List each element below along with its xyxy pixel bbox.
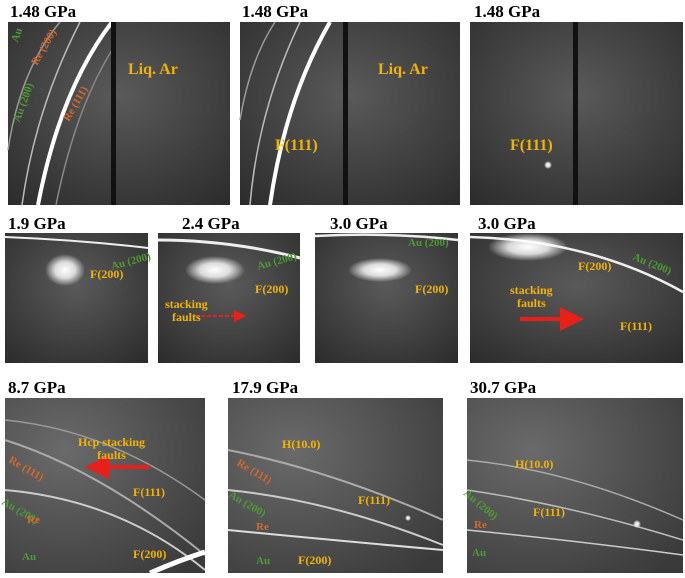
diffraction-image — [315, 233, 458, 363]
pressure-label: 2.4 GPa — [182, 214, 240, 233]
annotation: stacking faults — [165, 297, 208, 324]
diffraction-image — [228, 398, 443, 573]
pressure-label: 1.9 GPa — [8, 214, 66, 233]
pressure-label: 8.7 GPa — [8, 378, 66, 397]
pressure-label: 1.48 GPa — [242, 2, 309, 21]
annotation: Au — [22, 551, 37, 563]
annotation: F(111) — [620, 319, 652, 333]
annotation: H(10.0) — [515, 457, 554, 471]
annotation: Au — [472, 547, 487, 559]
pressure-label: 1.48 GPa — [10, 2, 77, 21]
pressure-label: 3.0 GPa — [478, 214, 536, 233]
diffraction-image — [5, 233, 148, 363]
annotation: F(111) — [133, 485, 165, 499]
diffraction-image — [158, 233, 300, 363]
annotation: F(111) — [510, 137, 553, 154]
annotation: Liq. Ar — [128, 61, 178, 78]
annotation: Au — [256, 555, 271, 567]
pressure-label: 1.48 GPa — [474, 2, 541, 21]
annotation: F(200) — [578, 259, 612, 273]
annotation: F(111) — [358, 493, 390, 507]
annotation: F(200) — [90, 267, 124, 281]
annotation: H(10.0) — [282, 437, 321, 451]
annotation: F(111) — [275, 137, 318, 154]
annotation: F(200) — [255, 282, 289, 296]
pressure-label: 17.9 GPa — [232, 378, 299, 397]
annotation: F(200) — [298, 553, 332, 567]
annotation: F(111) — [533, 505, 565, 519]
diffraction-image — [467, 398, 683, 573]
annotation: Re — [27, 514, 40, 526]
annotation: Au (200) — [408, 237, 449, 249]
annotation: Hcp stacking faults — [78, 435, 146, 462]
annotation: Re — [474, 519, 487, 531]
annotation: F(200) — [133, 547, 167, 561]
annotation: stacking faults — [510, 283, 553, 310]
annotation: Liq. Ar — [378, 61, 428, 78]
pressure-label: 30.7 GPa — [470, 378, 537, 397]
pressure-label: 3.0 GPa — [330, 214, 388, 233]
annotation: F(200) — [415, 282, 449, 296]
annotation: Re — [256, 521, 269, 533]
